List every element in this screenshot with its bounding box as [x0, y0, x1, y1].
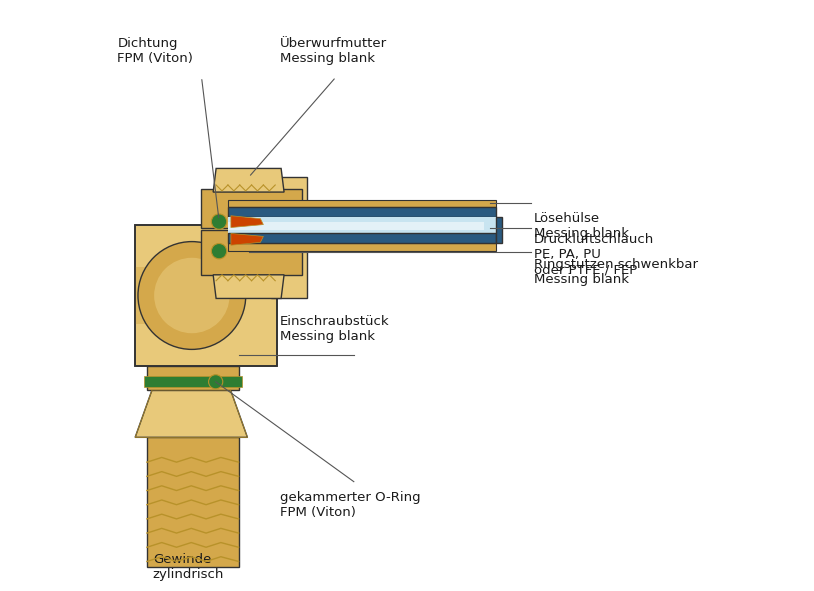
FancyBboxPatch shape — [228, 207, 496, 217]
Circle shape — [212, 214, 227, 229]
Polygon shape — [213, 275, 284, 298]
FancyBboxPatch shape — [201, 189, 302, 228]
Text: Überwurfmutter
Messing blank: Überwurfmutter Messing blank — [280, 37, 387, 65]
Text: gekammerter O-Ring
FPM (Viton): gekammerter O-Ring FPM (Viton) — [280, 491, 421, 518]
Polygon shape — [496, 217, 501, 243]
Text: Druckluftschlauch
PE, PA, PU
oder PTFE / FEP: Druckluftschlauch PE, PA, PU oder PTFE /… — [534, 233, 654, 277]
Circle shape — [212, 243, 227, 259]
Bar — [135, 225, 277, 366]
Polygon shape — [213, 168, 284, 192]
Polygon shape — [231, 233, 264, 245]
FancyBboxPatch shape — [228, 233, 496, 243]
FancyBboxPatch shape — [228, 222, 484, 230]
FancyBboxPatch shape — [228, 200, 496, 207]
FancyBboxPatch shape — [228, 217, 496, 233]
Text: Gewinde
zylindrisch: Gewinde zylindrisch — [153, 553, 224, 580]
Text: Einschraubstück
Messing blank: Einschraubstück Messing blank — [280, 315, 390, 343]
Polygon shape — [147, 437, 239, 567]
Polygon shape — [231, 216, 264, 228]
Circle shape — [138, 242, 246, 349]
FancyBboxPatch shape — [144, 376, 242, 387]
FancyBboxPatch shape — [201, 230, 302, 275]
FancyBboxPatch shape — [147, 366, 239, 390]
FancyBboxPatch shape — [228, 243, 496, 251]
Circle shape — [154, 258, 230, 333]
Text: Ringstutzen schwenkbar
Messing blank: Ringstutzen schwenkbar Messing blank — [534, 258, 698, 286]
Polygon shape — [135, 267, 221, 324]
FancyBboxPatch shape — [271, 177, 307, 298]
Polygon shape — [135, 390, 247, 437]
Text: Lösehülse
Messing blank: Lösehülse Messing blank — [534, 212, 629, 240]
Text: Dichtung
FPM (Viton): Dichtung FPM (Viton) — [117, 37, 193, 65]
Circle shape — [208, 375, 223, 389]
FancyBboxPatch shape — [135, 225, 277, 366]
